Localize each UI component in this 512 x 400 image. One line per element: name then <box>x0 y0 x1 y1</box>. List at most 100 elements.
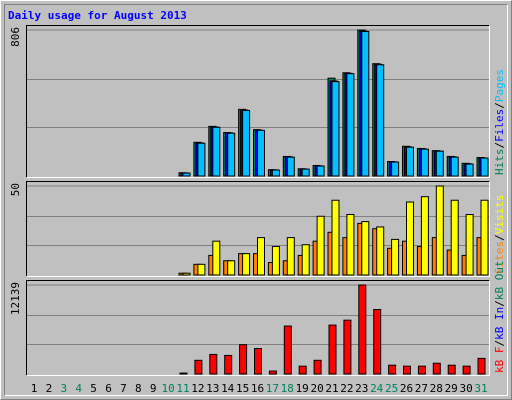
bar <box>328 324 337 375</box>
x-tick-label: 8 <box>135 382 142 395</box>
x-tick-label: 14 <box>221 382 235 395</box>
x-tick-label: 19 <box>296 382 309 395</box>
bar <box>257 237 265 276</box>
bar <box>465 163 474 177</box>
bar <box>465 213 474 276</box>
x-tick-label: 26 <box>400 382 413 395</box>
bar <box>432 362 441 375</box>
y-tick-label: 50 <box>9 183 22 196</box>
bar <box>376 64 385 177</box>
bar <box>406 201 414 276</box>
legend: Sites/Visits <box>493 195 506 275</box>
x-tick-label: 13 <box>206 382 219 395</box>
bar <box>283 325 292 375</box>
panel-bevel-light <box>26 280 490 376</box>
panel-bevel-dark <box>26 25 490 178</box>
bar <box>194 359 203 375</box>
x-tick-label: 31 <box>474 382 487 395</box>
bar <box>301 168 310 177</box>
legend: Hits/Files/Pages <box>493 69 506 175</box>
bar <box>182 172 191 177</box>
legend-entry: Hits <box>493 149 506 176</box>
legend-entry: kB In <box>493 307 506 340</box>
panel-bevel-dark <box>26 280 490 376</box>
x-tick-label: 29 <box>445 382 458 395</box>
legend-separator: / <box>493 142 506 149</box>
panel-bevel-dark <box>26 181 490 277</box>
bar <box>179 372 188 375</box>
bar <box>271 169 280 177</box>
x-tick-label: 21 <box>325 382 338 395</box>
bar <box>313 359 322 375</box>
bar <box>212 126 221 177</box>
x-tick-label: 18 <box>281 382 294 395</box>
x-tick-label: 1 <box>31 382 38 395</box>
legend-entry: kB Out <box>493 260 506 300</box>
x-tick-label: 2 <box>46 382 53 395</box>
x-tick-label: 28 <box>430 382 443 395</box>
bar <box>257 129 265 177</box>
bar <box>361 30 370 177</box>
x-tick-label: 12 <box>191 382 204 395</box>
x-tick-label: 10 <box>161 382 174 395</box>
bar <box>388 364 397 375</box>
x-tick-label: 24 <box>370 382 384 395</box>
bar <box>182 272 191 276</box>
legend-entry: Pages <box>493 69 506 102</box>
bar <box>450 156 459 177</box>
legend-entry: Sites <box>493 241 506 274</box>
y-tick-label: 12139 <box>9 282 22 315</box>
bar <box>346 73 355 177</box>
bar <box>480 199 489 276</box>
bar <box>361 221 370 276</box>
x-tick-label: 4 <box>75 382 82 395</box>
bar <box>373 308 382 375</box>
x-tick-label: 20 <box>310 382 323 395</box>
inner-bevel-dark <box>4 4 508 396</box>
bar <box>403 365 411 375</box>
bar <box>450 199 459 276</box>
x-tick-label: 22 <box>340 382 353 395</box>
x-tick-label: 9 <box>150 382 157 395</box>
bar <box>242 253 251 276</box>
inner-bevel-light <box>4 4 508 396</box>
bar <box>242 109 251 177</box>
bar <box>420 148 429 177</box>
bar <box>435 185 444 276</box>
bar <box>298 365 307 375</box>
legend-entry: Files <box>493 109 506 142</box>
y-tick-label: 806 <box>9 27 22 47</box>
bar <box>197 263 206 276</box>
bar <box>391 161 400 177</box>
bar <box>209 353 218 375</box>
bar <box>447 364 456 375</box>
bar <box>346 213 355 276</box>
legend-entry: Visits <box>493 195 506 235</box>
panel-bevel-light <box>26 25 490 178</box>
x-tick-label: 30 <box>459 382 472 395</box>
bar <box>239 344 248 375</box>
x-tick-label: 16 <box>251 382 264 395</box>
bar <box>331 199 340 276</box>
x-tick-label: 3 <box>60 382 67 395</box>
x-tick-label: 27 <box>415 382 428 395</box>
bar <box>358 284 367 375</box>
bar <box>435 150 444 177</box>
x-tick-label: 7 <box>120 382 127 395</box>
legend-separator: / <box>493 300 506 307</box>
x-tick-label: 5 <box>90 382 97 395</box>
bar <box>420 196 429 276</box>
x-tick-label: 25 <box>385 382 398 395</box>
bar <box>406 146 414 177</box>
bar <box>254 348 262 375</box>
bar <box>391 238 400 276</box>
x-tick-label: 11 <box>176 382 189 395</box>
bar <box>477 357 486 375</box>
panel-bevel-light <box>26 181 490 277</box>
bar <box>316 165 325 177</box>
bar <box>286 237 295 276</box>
bar <box>227 132 236 177</box>
legend-separator: / <box>493 340 506 347</box>
